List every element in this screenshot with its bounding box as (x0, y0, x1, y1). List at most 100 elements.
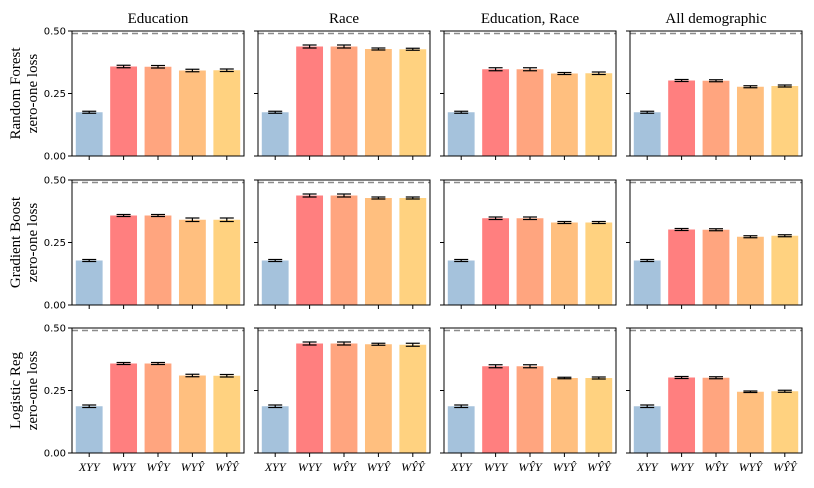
bar (178, 70, 206, 156)
error-bar (640, 258, 655, 263)
bar (447, 406, 475, 453)
error-bar (674, 375, 689, 380)
bar (296, 46, 324, 156)
error-bar (777, 84, 792, 88)
error-bar (371, 196, 386, 200)
y-tick-label: 0.25 (44, 238, 66, 249)
error-bar (640, 404, 655, 409)
bar (585, 73, 613, 156)
bar (399, 198, 427, 305)
bar (585, 222, 613, 305)
x-tick-label: WYŶ (739, 460, 764, 474)
bar (482, 366, 510, 453)
error-bar (82, 110, 97, 114)
bar (178, 219, 206, 305)
error-bar (337, 44, 351, 49)
error-bar (674, 78, 689, 83)
error-bar (777, 234, 792, 238)
bar (144, 215, 172, 305)
error-bar (371, 47, 386, 51)
bar (364, 198, 392, 305)
bar (330, 343, 358, 453)
error-bar (219, 373, 234, 378)
bar (482, 218, 510, 305)
error-bar (709, 228, 723, 232)
bar (702, 80, 730, 156)
error-bar (743, 235, 758, 239)
bar (296, 343, 324, 453)
y-tick-label: 0.00 (44, 152, 66, 163)
bar (702, 229, 730, 305)
bar (178, 375, 206, 453)
x-tick-label: WŶŶ (215, 460, 240, 474)
row-label: Random Forest (8, 47, 24, 140)
error-bar (185, 217, 200, 223)
error-bar (674, 227, 689, 232)
error-bar (743, 85, 758, 89)
x-tick-label: WYŶ (553, 460, 578, 474)
error-bar (219, 217, 234, 223)
error-bar (405, 196, 420, 200)
y-tick-label: 0.50 (44, 324, 66, 335)
error-bar (488, 67, 503, 72)
row-label: Logistic Reg (8, 351, 24, 429)
error-bar (591, 376, 606, 380)
error-bar (777, 389, 792, 393)
bar (585, 378, 613, 453)
row-label: zero-one loss (25, 203, 41, 283)
bar (110, 363, 138, 453)
error-bar (268, 110, 283, 114)
row-label: zero-one loss (25, 351, 41, 431)
bar (702, 377, 730, 453)
error-bar (405, 342, 420, 347)
x-tick-label: WYY (112, 460, 137, 474)
column-title: Education, Race (481, 11, 580, 27)
row-label: Gradient Boost (8, 196, 24, 288)
bar (668, 80, 696, 156)
x-tick-label: WŶŶ (773, 460, 798, 474)
x-tick-label: WŶY (146, 460, 171, 474)
bar (736, 391, 764, 453)
bar (296, 195, 324, 305)
column-title: Education (128, 11, 189, 27)
bar (399, 344, 427, 453)
error-bar (151, 213, 165, 218)
bar (771, 235, 799, 305)
bar (261, 406, 289, 453)
x-tick-label: WYY (670, 460, 695, 474)
bar (364, 344, 392, 453)
y-tick-label: 0.50 (44, 176, 66, 187)
bar (736, 236, 764, 305)
error-bar (709, 79, 723, 83)
x-tick-label: WŶY (518, 460, 543, 474)
error-bar (523, 364, 537, 369)
y-tick-label: 0.50 (44, 27, 66, 38)
error-bar (185, 373, 200, 378)
bar (144, 363, 172, 453)
error-bar (337, 341, 351, 346)
bar (668, 377, 696, 453)
bar (261, 260, 289, 305)
error-bar (151, 64, 165, 69)
bar (550, 73, 578, 156)
error-bar (454, 258, 469, 263)
error-bar (557, 220, 572, 225)
error-bar (302, 193, 317, 198)
error-bar (640, 110, 655, 114)
error-bar (709, 376, 723, 380)
bar (447, 260, 475, 305)
bar (75, 406, 103, 453)
x-tick-label: WŶY (332, 460, 357, 474)
error-bar (523, 216, 537, 221)
bar (633, 406, 661, 453)
y-tick-label: 0.25 (44, 89, 66, 100)
bar (516, 366, 544, 453)
bar (144, 66, 172, 156)
x-tick-label: XYY (450, 460, 473, 474)
bar (399, 49, 427, 156)
bar (261, 112, 289, 156)
bar (330, 195, 358, 305)
bar (550, 222, 578, 305)
x-tick-label: WŶY (704, 460, 729, 474)
